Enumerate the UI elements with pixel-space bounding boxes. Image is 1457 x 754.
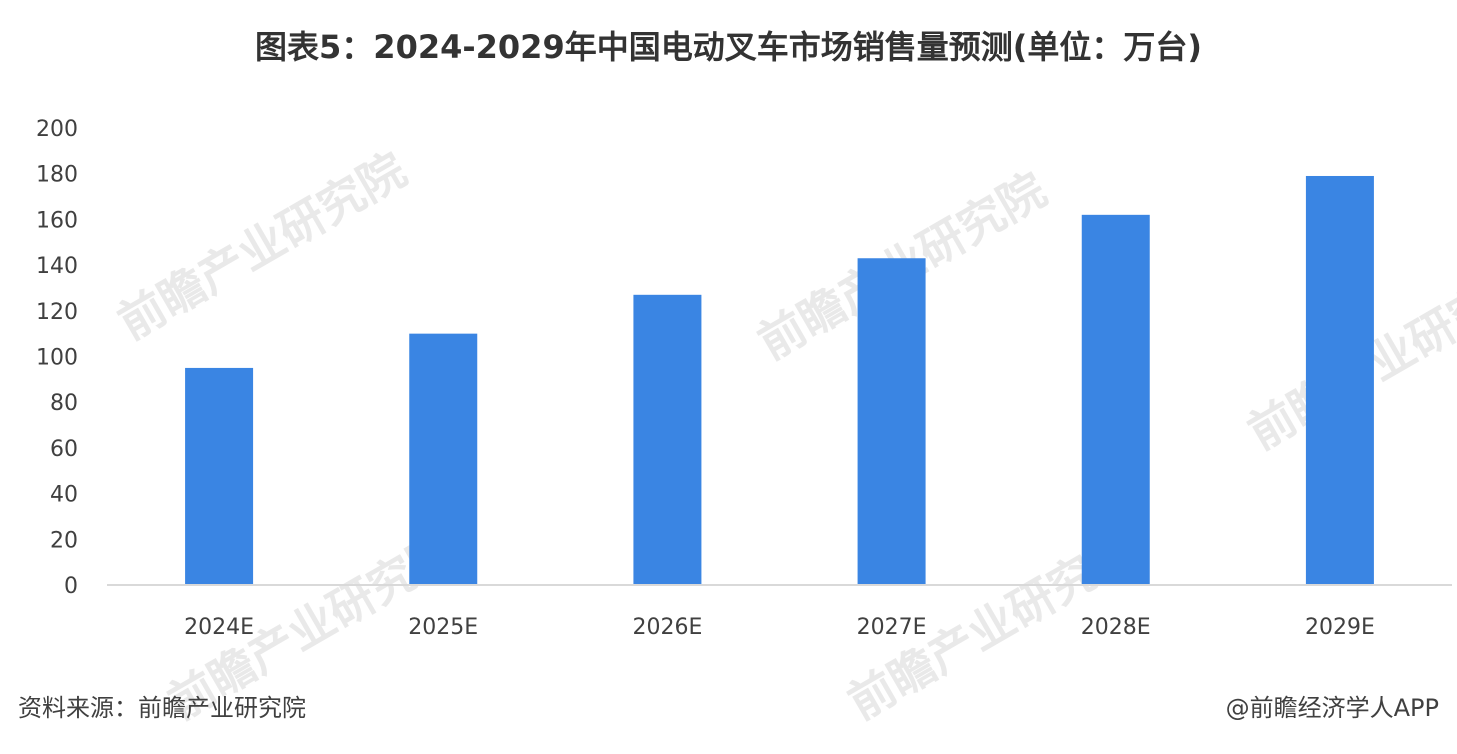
chart-title: 图表5：2024-2029年中国电动叉车市场销售量预测(单位：万台)	[255, 28, 1202, 66]
y-tick-labels: 0 20 40 60 80 100 120 140 160 180 200	[36, 117, 78, 599]
y-tick-label: 140	[36, 254, 78, 279]
bar-2026E	[633, 294, 702, 585]
x-tick-label: 2026E	[632, 615, 702, 640]
bar-2025E	[409, 333, 478, 585]
x-tick-label: 2028E	[1081, 615, 1151, 640]
y-tick-label: 60	[50, 437, 78, 462]
watermark-layer: 前瞻产业研究院前瞻产业研究院前瞻产业研究院前瞻产业研究院前瞻产业研究院	[109, 142, 1457, 730]
x-tick-label: 2029E	[1305, 615, 1375, 640]
y-tick-label: 0	[64, 574, 78, 599]
x-tick-label: 2025E	[408, 615, 478, 640]
x-tick-label: 2027E	[857, 615, 927, 640]
bar-2028E	[1081, 214, 1150, 585]
y-tick-label: 80	[50, 391, 78, 416]
y-tick-label: 160	[36, 208, 78, 233]
y-tick-label: 100	[36, 346, 78, 371]
credit-note: @前瞻经济学人APP	[1225, 694, 1439, 722]
bars-group	[185, 175, 1374, 586]
y-tick-label: 120	[36, 300, 78, 325]
bar-2029E	[1305, 175, 1374, 586]
y-tick-label: 180	[36, 163, 78, 188]
bar-2024E	[185, 367, 254, 585]
x-tick-labels: 2024E 2025E 2026E 2027E 2028E 2029E	[184, 615, 1375, 640]
y-tick-label: 20	[50, 528, 78, 553]
watermark-logo: 前瞻产业研究院	[109, 142, 415, 350]
bar-2027E	[857, 258, 926, 585]
y-tick-label: 40	[50, 483, 78, 508]
y-tick-label: 200	[36, 117, 78, 142]
source-note: 资料来源：前瞻产业研究院	[18, 694, 306, 722]
x-tick-label: 2024E	[184, 615, 254, 640]
